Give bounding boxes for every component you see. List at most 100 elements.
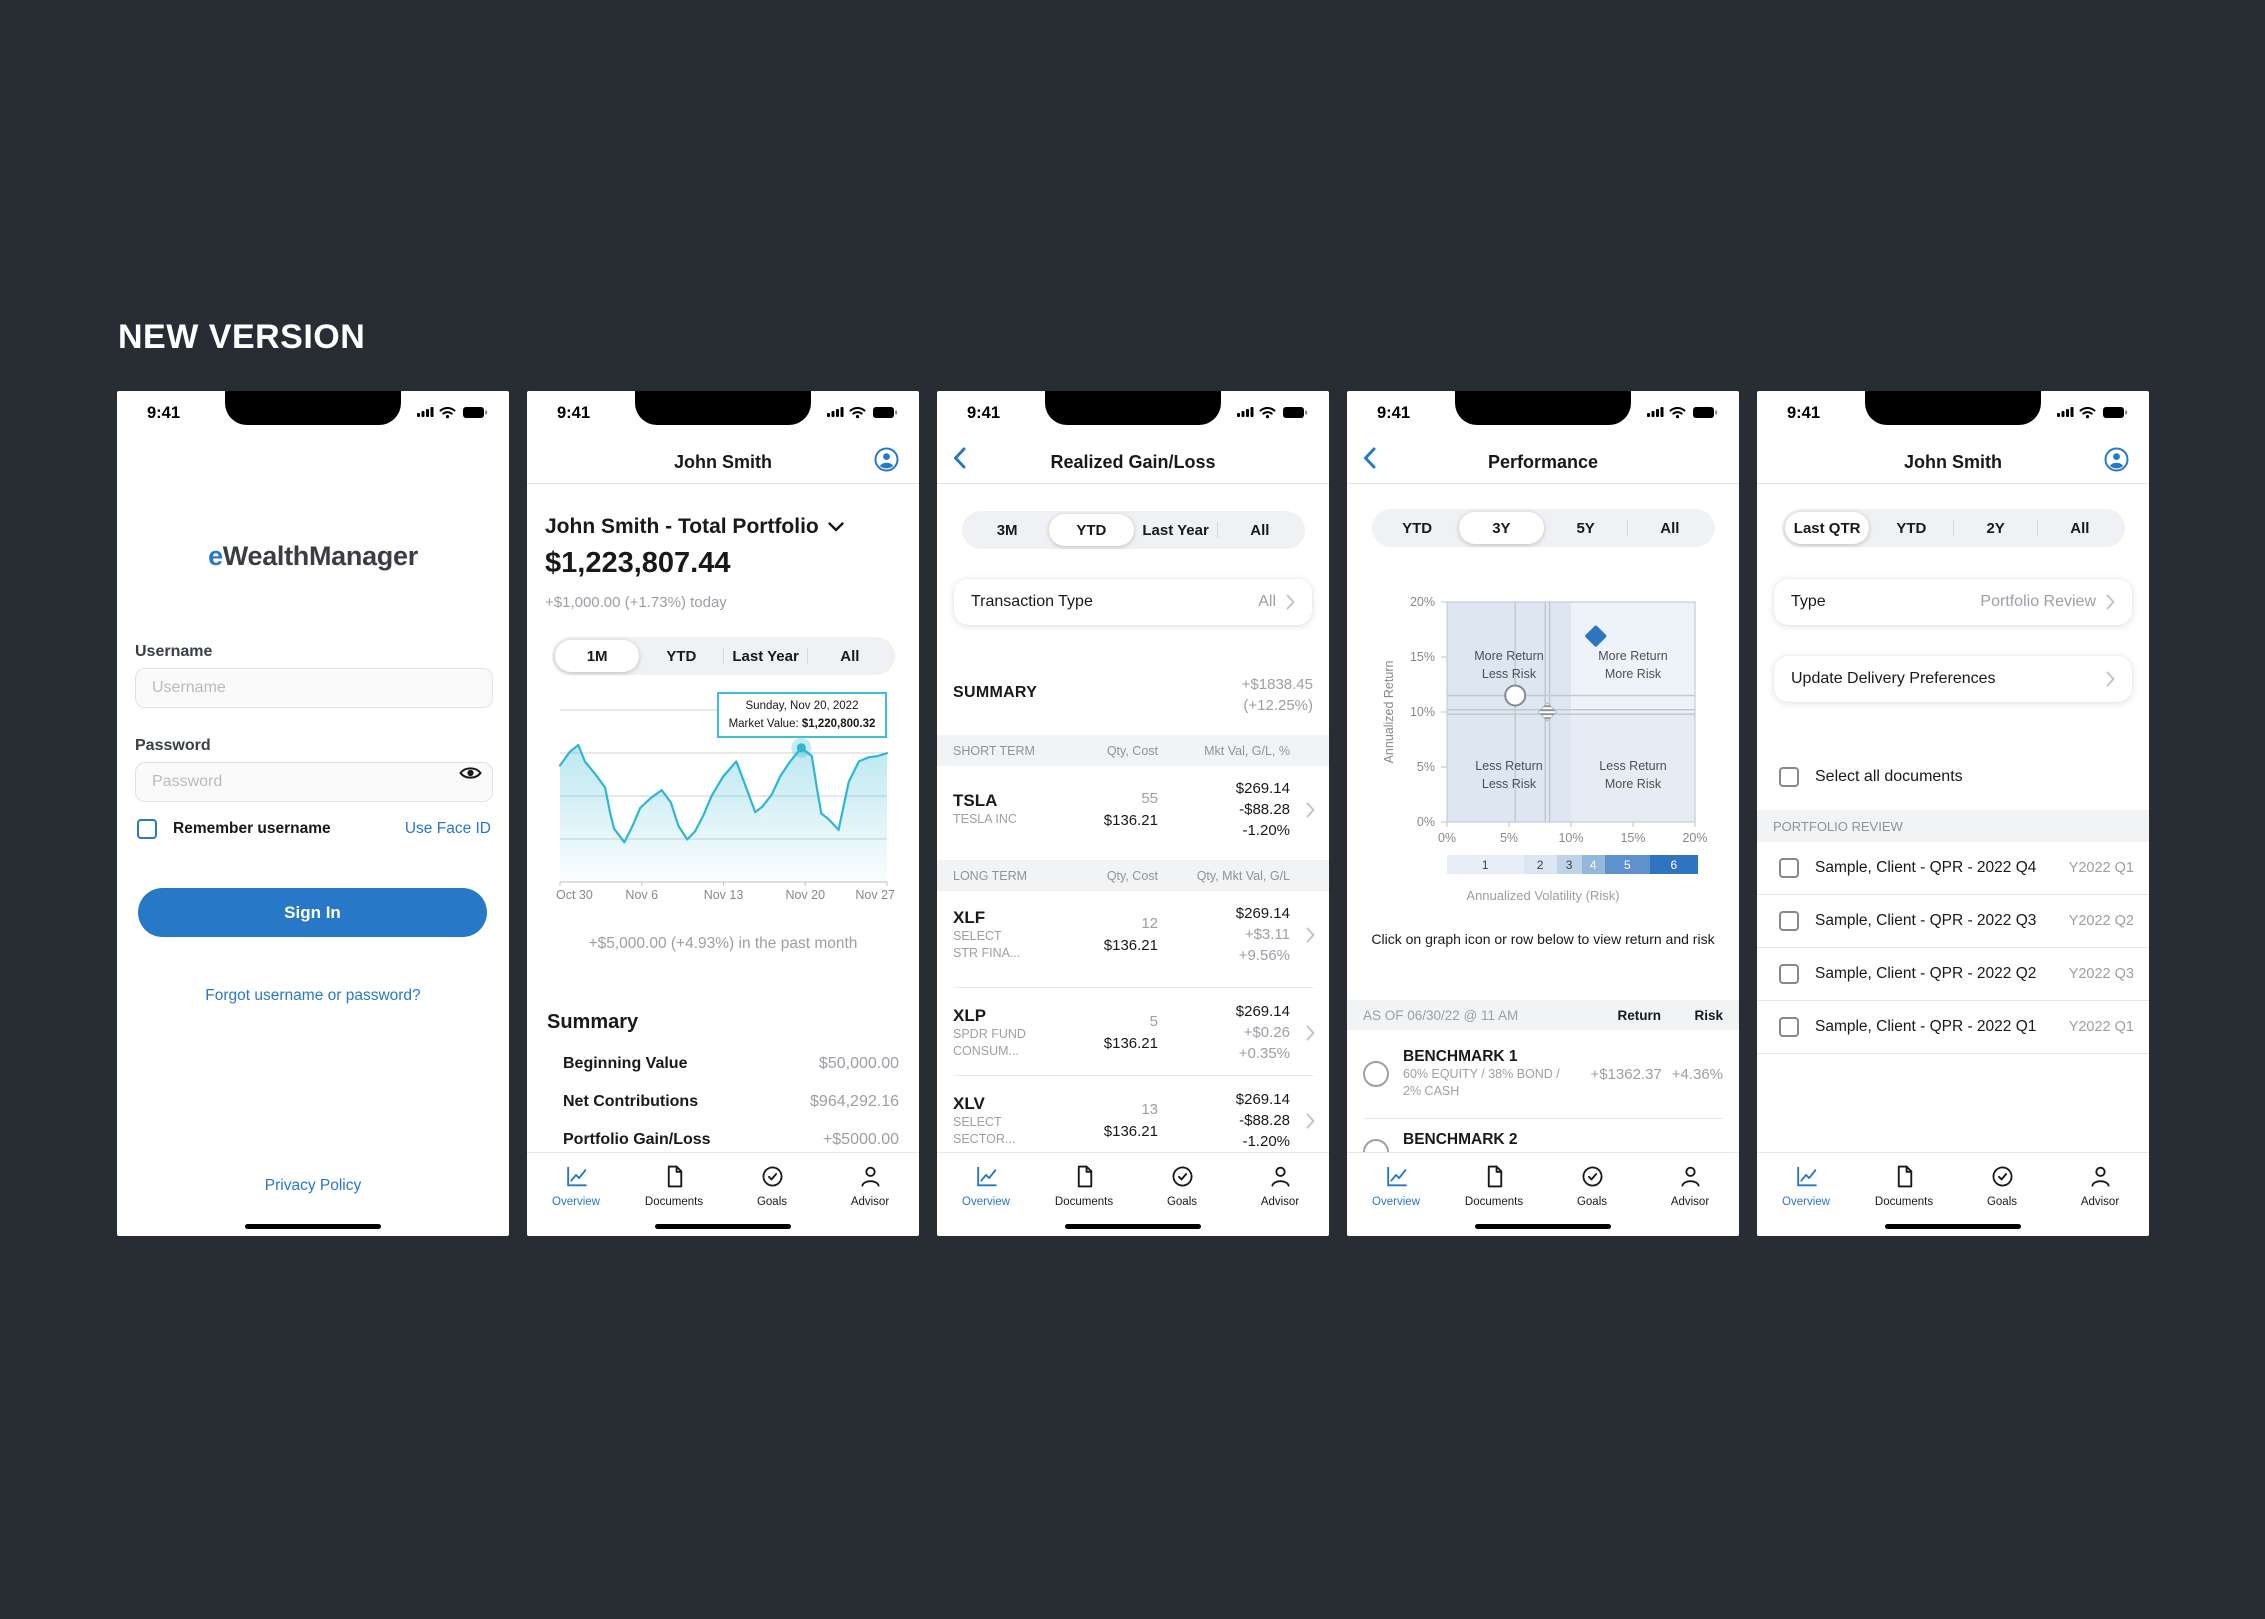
- document-checkbox[interactable]: [1779, 1017, 1799, 1037]
- tab-overview[interactable]: Overview: [1757, 1153, 1855, 1236]
- risk-scale-segment-4[interactable]: 4: [1581, 855, 1605, 874]
- tab-advisor[interactable]: Advisor: [1641, 1153, 1739, 1236]
- document-checkbox[interactable]: [1779, 858, 1799, 878]
- document-period: Y2022 Q2: [2068, 913, 2134, 929]
- profile-avatar-icon[interactable]: [2104, 447, 2129, 472]
- risk-scale-segment-1[interactable]: 1: [1447, 855, 1524, 874]
- holding-row-tsla[interactable]: TSLA TESLA INC 55 $136.21 $269.14 -$88.28 -1.2…: [937, 766, 1329, 853]
- summary-rows: Beginning Value $50,000.00 Net Contributio…: [547, 1045, 899, 1159]
- document-period: Y2022 Q1: [2068, 1019, 2134, 1035]
- tab-label: Documents: [1464, 1196, 1524, 1208]
- segment-tab-last-year[interactable]: Last Year: [732, 647, 799, 665]
- segment-tab-all[interactable]: All: [1660, 519, 1680, 537]
- password-input[interactable]: [135, 762, 493, 802]
- risk-scale-segment-3[interactable]: 3: [1556, 855, 1582, 874]
- tab-advisor[interactable]: Advisor: [821, 1153, 919, 1236]
- segment-tab-3m[interactable]: 3M: [996, 521, 1018, 539]
- status-time: 9:41: [1787, 404, 1821, 422]
- tab-documents[interactable]: Documents: [1445, 1153, 1543, 1236]
- holding-qty: 5: [1149, 1012, 1158, 1030]
- segment-tab-last-qtr[interactable]: Last QTR: [1785, 512, 1870, 544]
- tab-advisor[interactable]: Advisor: [1231, 1153, 1329, 1236]
- segment-tab-ytd[interactable]: YTD: [1402, 519, 1433, 537]
- segment-tab-1m[interactable]: 1M: [555, 640, 640, 672]
- status-icons: [1237, 407, 1308, 419]
- battery-icon: [1283, 407, 1308, 418]
- tab-goals[interactable]: Goals: [1133, 1153, 1231, 1236]
- segment-tab-5y[interactable]: 5Y: [1576, 519, 1595, 537]
- holding-row-xlf[interactable]: XLF SELECT STR FINA... 12 $136.21 $269.14 +$3.…: [937, 891, 1329, 978]
- account-selector[interactable]: John Smith - Total Portfolio: [545, 515, 844, 539]
- risk-return-scatter-chart[interactable]: 0% 5% 10% 15% 20% 0% 5% 10% 15% 20% Annualized Ret…: [1347, 586, 1739, 846]
- svg-text:15%: 15%: [1410, 650, 1435, 664]
- status-icons: [827, 407, 898, 419]
- segment-tab-ytd[interactable]: YTD: [1049, 514, 1134, 546]
- document-checkbox[interactable]: [1779, 911, 1799, 931]
- document-row[interactable]: Sample, Client - QPR - 2022 Q1 Y2022 Q1: [1757, 1001, 2149, 1054]
- summary-row-value: $50,000.00: [818, 1055, 899, 1072]
- remember-username-checkbox[interactable]: [137, 819, 157, 839]
- tab-overview[interactable]: Overview: [1347, 1153, 1445, 1236]
- show-password-eye-icon[interactable]: [459, 765, 482, 781]
- tab-label: Goals: [1166, 1196, 1198, 1208]
- forgot-credentials-link[interactable]: Forgot username or password?: [205, 987, 421, 1004]
- tab-overview[interactable]: Overview: [937, 1153, 1035, 1236]
- benchmark-row-1[interactable]: BENCHMARK 1 60% EQUITY / 38% BOND / 2% C…: [1347, 1030, 1739, 1118]
- benchmark-table-header: AS OF 06/30/22 @ 11 AM Return Risk: [1347, 1000, 1739, 1030]
- username-input[interactable]: [135, 668, 493, 708]
- svg-text:Less Risk: Less Risk: [1482, 777, 1537, 791]
- document-row[interactable]: Sample, Client - QPR - 2022 Q4 Y2022 Q1: [1757, 842, 2149, 895]
- account-selector-label: John Smith - Total Portfolio: [545, 515, 819, 538]
- privacy-policy-link[interactable]: Privacy Policy: [264, 1177, 362, 1194]
- select-all-label: Select all documents: [1815, 768, 1963, 785]
- tab-label: Documents: [1874, 1196, 1934, 1208]
- tab-bar: Overview Documents Goals Advisor: [1347, 1152, 1739, 1236]
- advisor-person-icon: [858, 1164, 883, 1192]
- portfolio-line-chart[interactable]: Oct 30 Nov 6 Nov 13 Nov 20 Nov 27: [551, 703, 895, 913]
- segment-tab-2y[interactable]: 2Y: [1986, 519, 2005, 537]
- segment-tab-ytd[interactable]: YTD: [1896, 519, 1927, 537]
- tab-documents[interactable]: Documents: [625, 1153, 723, 1236]
- holding-name: CONSUM...: [953, 1043, 1019, 1058]
- tab-documents[interactable]: Documents: [1035, 1153, 1133, 1236]
- transaction-type-filter[interactable]: Transaction Type All: [954, 579, 1312, 625]
- tooltip-market-value: Market Value: $1,220,800.32: [728, 717, 876, 730]
- back-button[interactable]: [1363, 447, 1376, 469]
- document-checkbox[interactable]: [1779, 964, 1799, 984]
- summary-row: Beginning Value $50,000.00: [547, 1045, 899, 1083]
- holding-row-xlv[interactable]: XLV SELECT SECTOR... 13 $136.21 $269.14 -$88.2…: [937, 1077, 1329, 1164]
- segment-tab-3y[interactable]: 3Y: [1459, 512, 1544, 544]
- tab-goals[interactable]: Goals: [1953, 1153, 2051, 1236]
- svg-text:More Risk: More Risk: [1605, 777, 1662, 791]
- profile-avatar-icon[interactable]: [874, 447, 899, 472]
- tab-goals[interactable]: Goals: [723, 1153, 821, 1236]
- update-delivery-preferences[interactable]: Update Delivery Preferences: [1774, 656, 2132, 702]
- segment-tab-last-year[interactable]: Last Year: [1142, 521, 1209, 539]
- risk-scale-segment-5[interactable]: 5: [1604, 855, 1650, 874]
- risk-scale-segment-6[interactable]: 6: [1649, 855, 1698, 874]
- use-face-id-link[interactable]: Use Face ID: [404, 820, 491, 837]
- segment-tab-all[interactable]: All: [2070, 519, 2090, 537]
- tab-label: Advisor: [1670, 1196, 1710, 1208]
- document-row[interactable]: Sample, Client - QPR - 2022 Q3 Y2022 Q2: [1757, 895, 2149, 948]
- holding-name: SELECT: [953, 1114, 1002, 1129]
- tab-advisor[interactable]: Advisor: [2051, 1153, 2149, 1236]
- tab-label: Goals: [756, 1196, 788, 1208]
- document-title: Sample, Client - QPR - 2022 Q3: [1815, 912, 2037, 929]
- back-button[interactable]: [953, 447, 966, 469]
- type-filter[interactable]: Type Portfolio Review: [1774, 579, 2132, 625]
- segment-tab-all[interactable]: All: [1250, 521, 1270, 539]
- username-label: Username: [135, 643, 213, 660]
- chevron-right-icon: [2106, 671, 2115, 687]
- risk-scale-segment-2[interactable]: 2: [1523, 855, 1557, 874]
- segment-tab-all[interactable]: All: [840, 647, 860, 665]
- tab-goals[interactable]: Goals: [1543, 1153, 1641, 1236]
- holding-row-xlp[interactable]: XLP SPDR FUND CONSUM... 5 $136.21 $269.14 +$0.…: [937, 989, 1329, 1076]
- tab-overview[interactable]: Overview: [527, 1153, 625, 1236]
- sign-in-button[interactable]: Sign In: [138, 888, 487, 937]
- select-all-checkbox[interactable]: [1779, 767, 1799, 787]
- segment-tab-ytd[interactable]: YTD: [666, 647, 697, 665]
- tab-documents[interactable]: Documents: [1855, 1153, 1953, 1236]
- logo-wealthmanager: WealthManager: [222, 541, 418, 571]
- document-row[interactable]: Sample, Client - QPR - 2022 Q2 Y2022 Q3: [1757, 948, 2149, 1001]
